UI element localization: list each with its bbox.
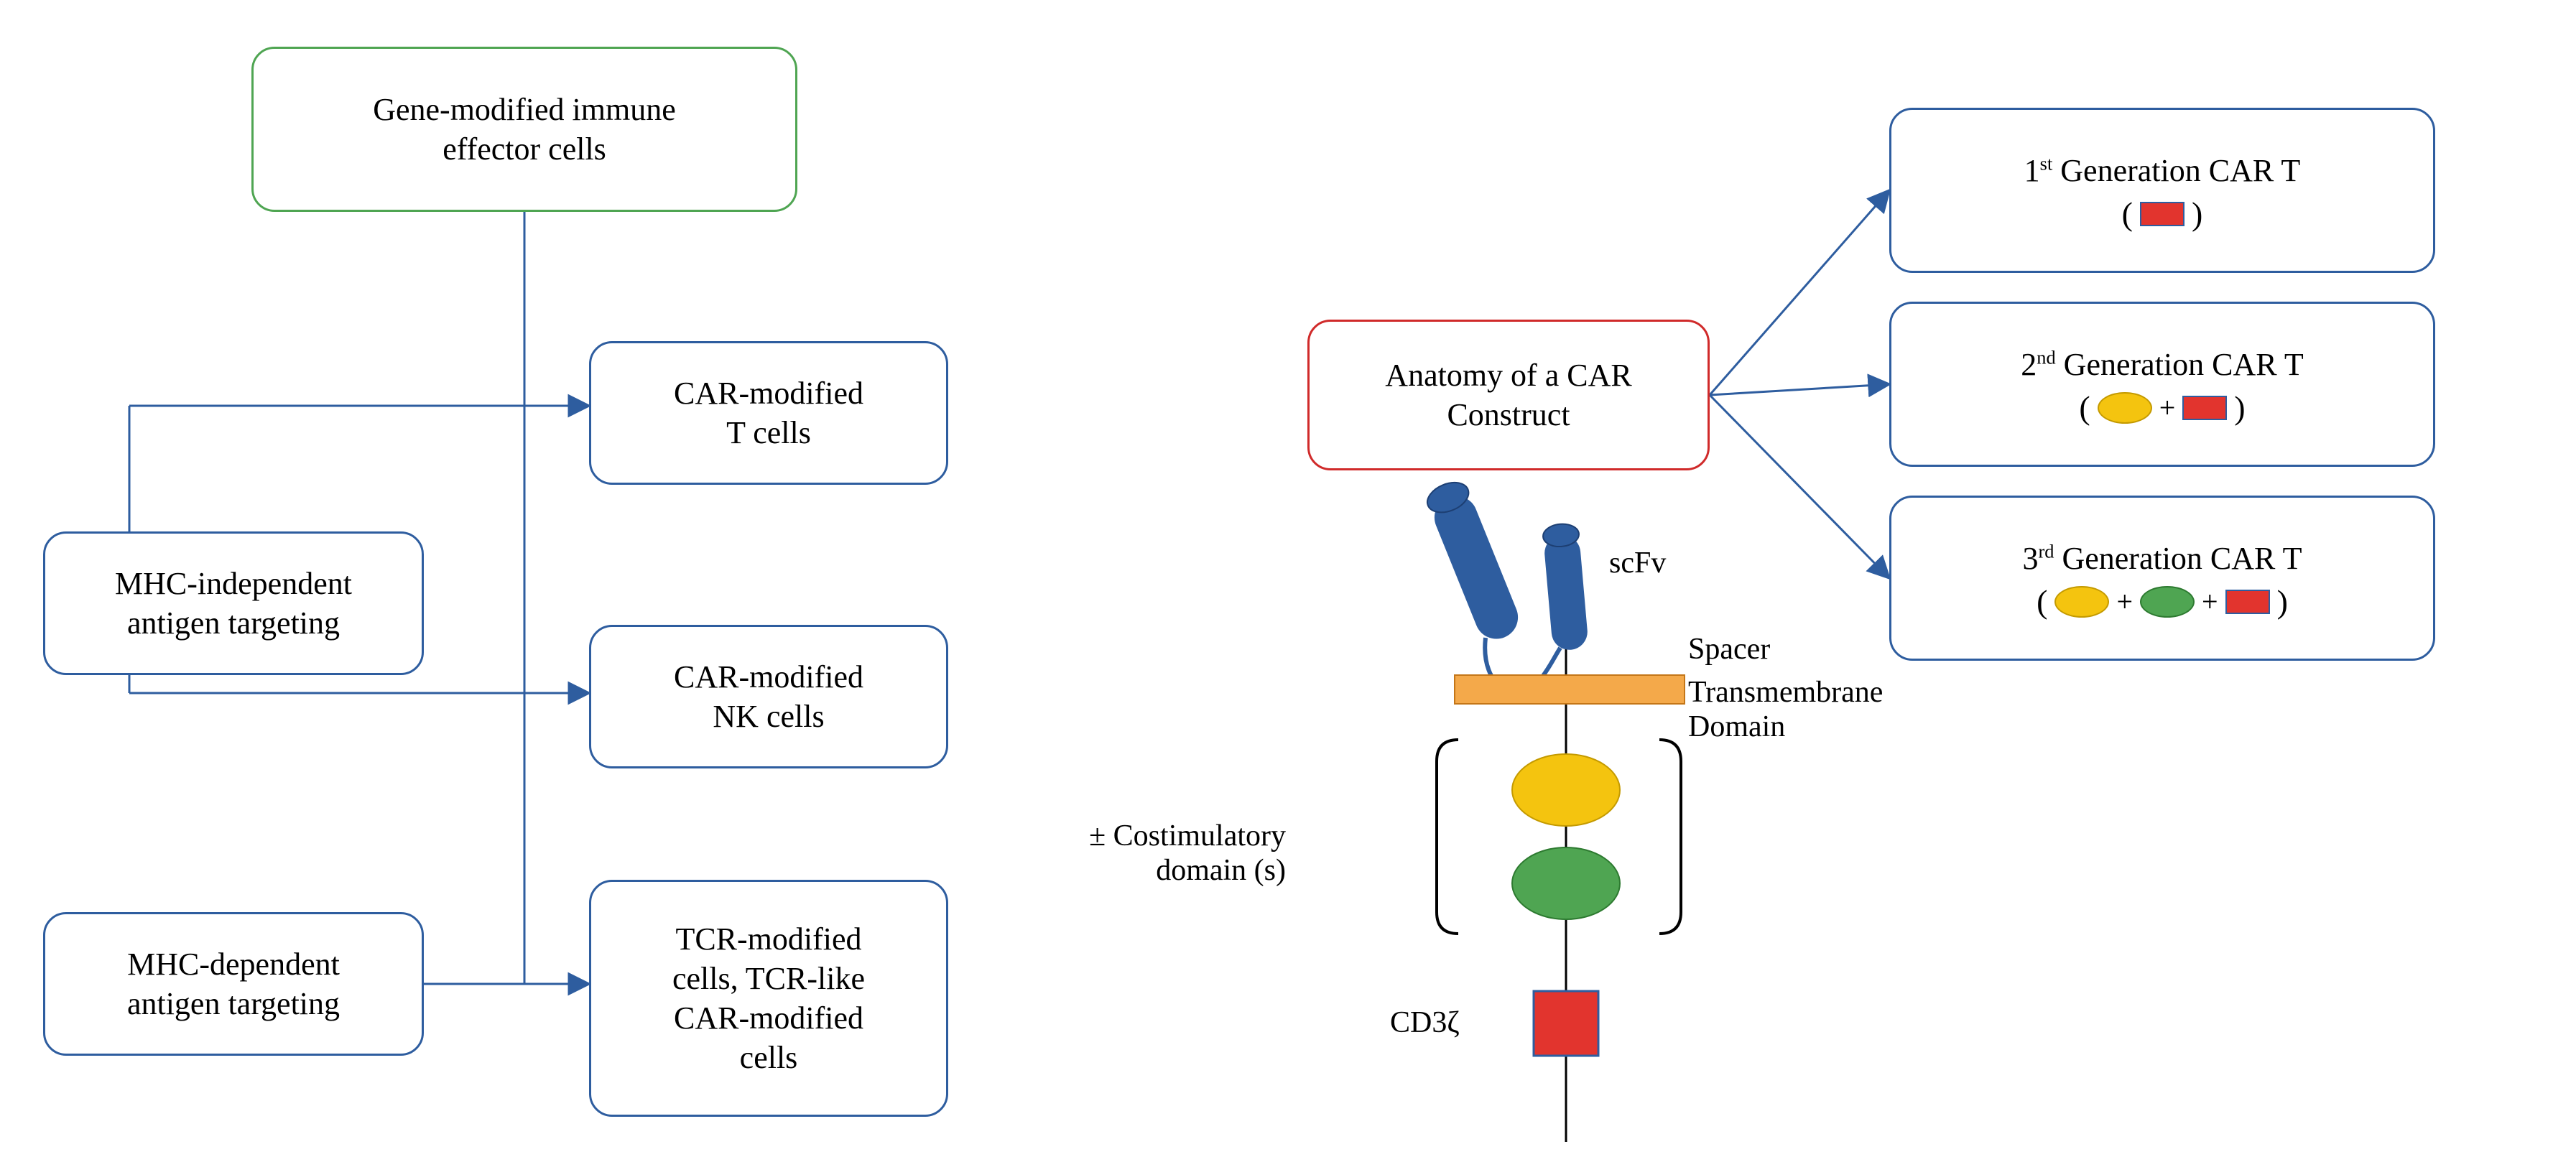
gen-title: 3rd Generation CAR T [2022, 539, 2302, 578]
node-mhc-dependent: MHC-dependentantigen targeting [43, 912, 424, 1056]
costim-chip-icon [2054, 586, 2109, 618]
node-tcr: TCR-modifiedcells, TCR-likeCAR-modifiedc… [589, 880, 948, 1117]
root-label: Gene-modified immuneeffector cells [373, 90, 676, 169]
plus-icon: + [2159, 394, 2176, 422]
costim-chip-icon [2098, 392, 2152, 424]
mhc-dep-label: MHC-dependentantigen targeting [127, 944, 340, 1023]
node-gen-2: 2nd Generation CAR T (+) [1889, 302, 2435, 467]
plus-icon: + [2116, 587, 2133, 616]
label-tm: TransmembraneDomain [1688, 675, 1883, 744]
car-nk-label: CAR-modifiedNK cells [674, 657, 863, 736]
car-anatomy-label: Anatomy of a CARConstruct [1385, 356, 1631, 435]
label-scfv: scFv [1609, 546, 1666, 580]
label-spacer: Spacer [1688, 632, 1770, 666]
node-car-nk: CAR-modifiedNK cells [589, 625, 948, 768]
plus-icon: + [2202, 587, 2218, 616]
node-gen-3: 3rd Generation CAR T (++) [1889, 496, 2435, 661]
label-cd3z: CD3ζ [1390, 1005, 1460, 1040]
costim-chip-icon [2140, 586, 2195, 618]
cd3z-chip-icon [2182, 396, 2227, 420]
node-root: Gene-modified immuneeffector cells [251, 47, 797, 212]
gen-title: 1st Generation CAR T [2024, 151, 2301, 190]
cd3z-chip-icon [2225, 590, 2270, 614]
gen-chips: (+) [2079, 391, 2245, 424]
mhc-ind-label: MHC-independentantigen targeting [115, 564, 352, 643]
gen-title: 2nd Generation CAR T [2021, 345, 2303, 384]
node-gen-1: 1st Generation CAR T () [1889, 108, 2435, 273]
node-car-t: CAR-modifiedT cells [589, 341, 948, 485]
costim-domain-1 [1512, 754, 1620, 826]
tcr-label: TCR-modifiedcells, TCR-likeCAR-modifiedc… [672, 919, 865, 1077]
costim-domain-2 [1512, 847, 1620, 919]
node-car-anatomy: Anatomy of a CARConstruct [1307, 320, 1710, 470]
scfv-cylinder-2 [1543, 534, 1589, 651]
transmembrane-bar [1455, 675, 1685, 704]
gen-chips: (++) [2037, 585, 2288, 618]
label-costim: ± Costimulatorydomain (s) [1089, 819, 1286, 888]
scfv-cylinder-1 [1428, 489, 1524, 645]
gen-chips: () [2122, 198, 2203, 231]
car-t-label: CAR-modifiedT cells [674, 373, 863, 452]
cd3z-chip-icon [2140, 202, 2184, 226]
node-mhc-independent: MHC-independentantigen targeting [43, 531, 424, 675]
cd3z-box [1534, 991, 1598, 1056]
